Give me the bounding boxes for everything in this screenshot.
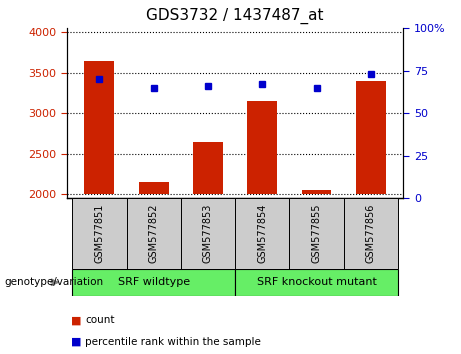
- Bar: [181, 198, 235, 269]
- Bar: [72, 269, 235, 296]
- Bar: [290, 198, 343, 269]
- Text: ■: ■: [71, 315, 82, 325]
- Text: GSM577856: GSM577856: [366, 204, 376, 263]
- Text: ■: ■: [71, 337, 82, 347]
- Text: genotype/variation: genotype/variation: [5, 277, 104, 287]
- Bar: [343, 198, 398, 269]
- Bar: [235, 198, 290, 269]
- Bar: [193, 142, 223, 194]
- Text: GSM577852: GSM577852: [149, 204, 159, 263]
- Bar: [72, 198, 127, 269]
- Bar: [301, 190, 331, 194]
- Text: SRF knockout mutant: SRF knockout mutant: [257, 277, 377, 287]
- Text: GSM577853: GSM577853: [203, 204, 213, 263]
- Text: percentile rank within the sample: percentile rank within the sample: [85, 337, 261, 347]
- Bar: [235, 269, 398, 296]
- Text: GSM577851: GSM577851: [95, 204, 104, 263]
- Text: SRF wildtype: SRF wildtype: [118, 277, 190, 287]
- Bar: [127, 198, 181, 269]
- Title: GDS3732 / 1437487_at: GDS3732 / 1437487_at: [146, 8, 324, 24]
- Bar: [139, 182, 169, 194]
- Text: GSM577854: GSM577854: [257, 204, 267, 263]
- Text: GSM577855: GSM577855: [312, 204, 321, 263]
- Text: count: count: [85, 315, 115, 325]
- Bar: [84, 61, 114, 194]
- Bar: [247, 101, 277, 194]
- Bar: [356, 81, 386, 194]
